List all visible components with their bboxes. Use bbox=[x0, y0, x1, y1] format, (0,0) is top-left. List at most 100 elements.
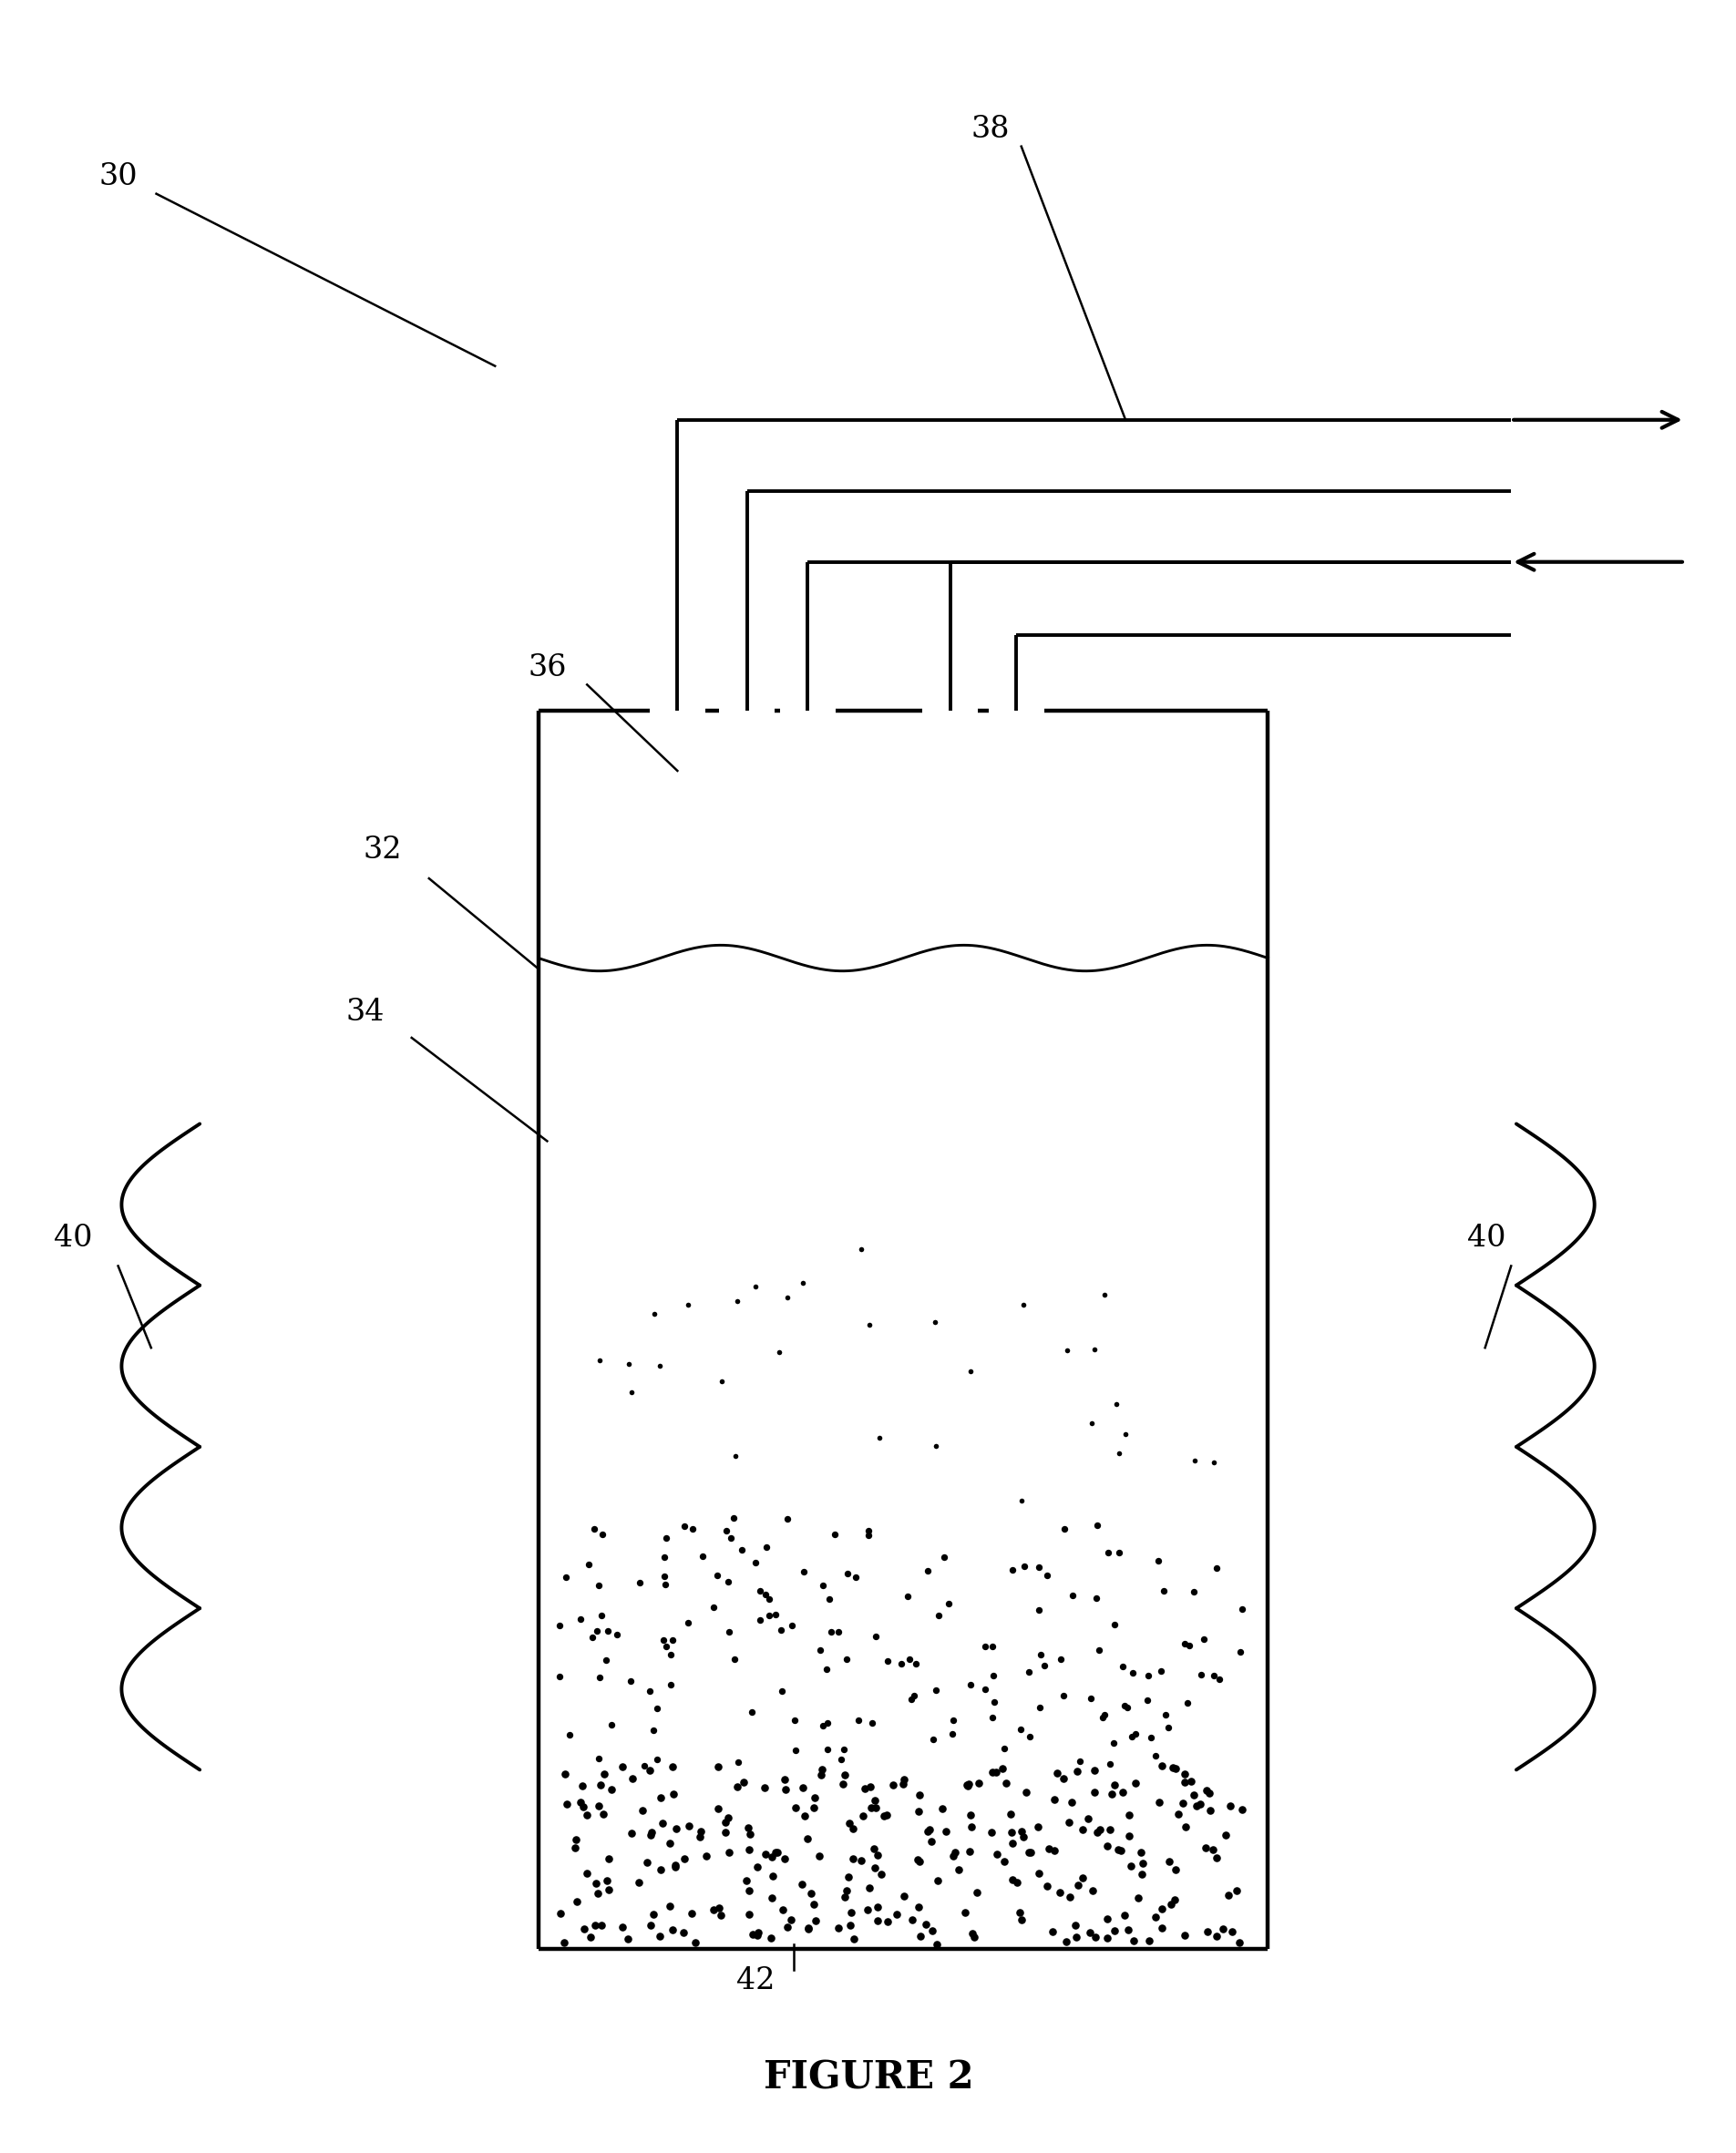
Point bbox=[800, 1903, 828, 1938]
Point bbox=[774, 1501, 802, 1535]
Point bbox=[1090, 1699, 1118, 1733]
Point bbox=[924, 1598, 951, 1632]
Text: 34: 34 bbox=[345, 997, 384, 1027]
Point bbox=[1002, 1867, 1029, 1901]
Point bbox=[793, 1910, 821, 1944]
Point bbox=[743, 1918, 771, 1953]
Point bbox=[998, 1552, 1026, 1587]
Point bbox=[1149, 1574, 1177, 1608]
Point bbox=[1080, 1753, 1108, 1787]
Point bbox=[790, 1798, 818, 1832]
Point bbox=[637, 1817, 665, 1852]
Point bbox=[882, 1897, 910, 1931]
Point bbox=[1170, 1918, 1198, 1953]
Point bbox=[1180, 1443, 1208, 1477]
Point bbox=[1083, 1507, 1111, 1542]
Point bbox=[871, 1798, 899, 1832]
Point bbox=[934, 1587, 962, 1621]
Point bbox=[866, 1858, 894, 1892]
Point bbox=[757, 1841, 785, 1875]
Point bbox=[1158, 1750, 1186, 1785]
Point bbox=[1200, 1658, 1227, 1692]
Point bbox=[687, 1813, 715, 1847]
Point bbox=[1016, 1720, 1043, 1755]
Point bbox=[979, 1658, 1007, 1692]
Point bbox=[823, 1912, 851, 1946]
Point bbox=[977, 1701, 1005, 1735]
Point bbox=[1193, 1914, 1220, 1948]
Point bbox=[738, 1916, 766, 1951]
Point bbox=[592, 1643, 620, 1677]
Point bbox=[906, 1918, 934, 1953]
Point bbox=[1085, 1634, 1113, 1669]
Point bbox=[1052, 1925, 1080, 1959]
Point bbox=[1186, 1787, 1213, 1821]
Point bbox=[861, 1791, 889, 1826]
Point bbox=[569, 1789, 597, 1824]
Point bbox=[561, 1821, 589, 1856]
Point bbox=[642, 1690, 670, 1725]
Point bbox=[920, 1305, 948, 1339]
Point bbox=[1141, 1899, 1168, 1933]
Point bbox=[618, 1761, 646, 1796]
Point bbox=[838, 1843, 866, 1877]
Point bbox=[568, 1768, 595, 1802]
Point bbox=[1109, 1899, 1137, 1933]
Point bbox=[589, 1518, 616, 1552]
Point bbox=[689, 1539, 717, 1574]
Point bbox=[863, 1890, 891, 1925]
Point bbox=[713, 1800, 741, 1834]
Point bbox=[863, 1839, 891, 1873]
Point bbox=[1068, 1813, 1095, 1847]
Point bbox=[686, 1819, 713, 1854]
Point bbox=[830, 1731, 858, 1765]
Point bbox=[674, 1606, 701, 1641]
Point bbox=[1024, 1593, 1052, 1628]
Point bbox=[996, 1815, 1024, 1849]
Point bbox=[741, 1546, 769, 1580]
Point bbox=[1118, 1656, 1146, 1690]
Point bbox=[1095, 1813, 1123, 1847]
Point bbox=[582, 1908, 609, 1942]
Point bbox=[722, 1438, 750, 1473]
Point bbox=[1141, 1737, 1168, 1772]
Point bbox=[899, 1679, 927, 1714]
Point bbox=[1174, 1686, 1201, 1720]
Point bbox=[746, 1574, 774, 1608]
Point bbox=[1194, 1776, 1222, 1811]
Point bbox=[856, 1307, 884, 1341]
Point bbox=[790, 1554, 818, 1589]
Point bbox=[550, 1925, 578, 1959]
Point bbox=[814, 1582, 842, 1617]
Point bbox=[658, 1912, 686, 1946]
Point bbox=[767, 1892, 795, 1927]
Point bbox=[1090, 1277, 1118, 1311]
Point bbox=[878, 1768, 906, 1802]
Point bbox=[1088, 1701, 1116, 1735]
Point bbox=[1120, 1923, 1147, 1957]
Point bbox=[1104, 1436, 1132, 1470]
Point bbox=[1200, 1445, 1227, 1479]
Point bbox=[898, 1903, 925, 1938]
Text: 42: 42 bbox=[736, 1966, 774, 1996]
Point bbox=[1115, 1798, 1142, 1832]
Point bbox=[977, 1630, 1005, 1664]
Point bbox=[722, 1283, 750, 1318]
Point bbox=[781, 1791, 809, 1826]
Point bbox=[988, 1750, 1016, 1785]
Point bbox=[587, 1768, 615, 1802]
Point bbox=[1094, 1901, 1121, 1936]
Point bbox=[941, 1834, 969, 1869]
Point bbox=[597, 1772, 625, 1806]
Point bbox=[1175, 1628, 1203, 1662]
Point bbox=[917, 1824, 944, 1858]
Point bbox=[1201, 1918, 1229, 1953]
Point bbox=[799, 1789, 826, 1824]
Point bbox=[1127, 1856, 1154, 1890]
Point bbox=[889, 1880, 917, 1914]
Point bbox=[722, 1770, 750, 1804]
Point bbox=[715, 1615, 743, 1649]
Point bbox=[1227, 1793, 1255, 1828]
Point bbox=[592, 1862, 620, 1897]
Point bbox=[788, 1867, 816, 1901]
